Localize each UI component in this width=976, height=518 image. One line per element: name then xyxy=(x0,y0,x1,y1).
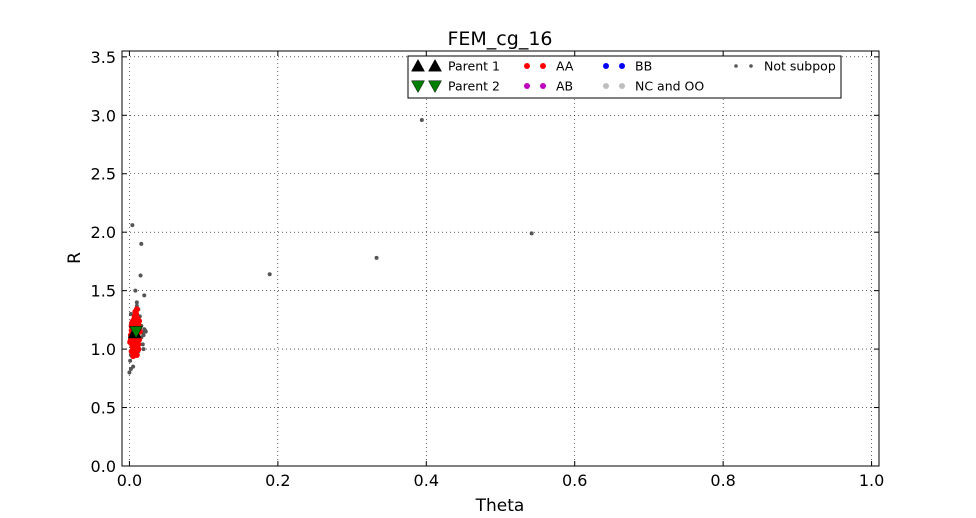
x-tick-label: 0.2 xyxy=(265,471,290,490)
legend-marker xyxy=(524,63,530,69)
legend-marker xyxy=(603,83,609,89)
data-point xyxy=(143,328,148,333)
data-points xyxy=(127,117,534,375)
legend-entry: Parent 1 xyxy=(411,58,500,74)
legend-marker xyxy=(540,83,546,89)
data-point xyxy=(267,272,272,277)
y-axis-label: R xyxy=(65,252,85,264)
y-tick-labels: 0.0 0.5 1.0 1.5 2.0 2.5 3.0 3.5 xyxy=(91,48,116,476)
data-point xyxy=(130,353,137,360)
data-point xyxy=(127,370,132,375)
data-point xyxy=(128,312,133,317)
data-point xyxy=(135,341,142,348)
chart-title: FEM_cg_16 xyxy=(447,28,552,50)
y-tick-label: 1.5 xyxy=(91,282,116,301)
series-parent-2 xyxy=(129,326,144,339)
legend-marker xyxy=(524,83,530,89)
y-tick-label: 1.0 xyxy=(91,340,116,359)
data-point xyxy=(128,366,133,371)
data-point xyxy=(133,306,140,313)
legend-marker xyxy=(619,63,625,69)
data-point xyxy=(133,347,140,354)
legend-entry: AB xyxy=(524,79,573,94)
data-point xyxy=(142,293,147,298)
data-point xyxy=(419,117,424,122)
x-tick-labels: 0.0 0.2 0.4 0.6 0.8 1.0 xyxy=(117,471,885,490)
data-point xyxy=(127,339,134,346)
data-point xyxy=(139,241,144,246)
y-tick-label: 3.5 xyxy=(91,48,116,67)
x-tick-label: 0.0 xyxy=(117,471,142,490)
legend-box xyxy=(407,55,842,99)
legend-marker xyxy=(749,64,753,68)
y-tick-label: 3.0 xyxy=(91,106,116,125)
data-point xyxy=(141,347,146,352)
data-point xyxy=(140,342,145,347)
legend-marker xyxy=(603,63,609,69)
legend-label: AA xyxy=(556,59,574,74)
legend-marker xyxy=(411,58,425,72)
legend-label: NC and OO xyxy=(635,79,704,94)
data-point xyxy=(129,326,144,339)
x-tick-label: 0.4 xyxy=(414,471,439,490)
data-point xyxy=(129,319,136,326)
data-point xyxy=(130,223,135,228)
y-tick-label: 0.5 xyxy=(91,399,116,418)
data-point xyxy=(136,318,143,325)
legend-marker xyxy=(428,58,442,72)
legend-entries: Parent 1 Parent 2 AA AB BB NC and OO Not subpo… xyxy=(411,58,836,94)
plot-border xyxy=(121,50,880,467)
data-point xyxy=(374,255,379,260)
plot-area xyxy=(122,51,879,466)
y-tick-label: 2.0 xyxy=(91,223,116,242)
y-tick-label: 0.0 xyxy=(91,457,116,476)
x-tick-label: 1.0 xyxy=(859,471,884,490)
data-point xyxy=(529,231,534,236)
legend-marker xyxy=(411,80,425,94)
legend-label: BB xyxy=(635,59,652,74)
data-point xyxy=(133,288,138,293)
x-tick-label: 0.6 xyxy=(562,471,587,490)
legend-marker xyxy=(619,83,625,89)
data-point xyxy=(128,358,133,363)
legend-marker xyxy=(734,64,738,68)
legend-label: Parent 2 xyxy=(448,79,500,94)
legend: Parent 1 Parent 2 AA AB BB NC and OO Not subpo… xyxy=(407,55,842,99)
legend-entry: Parent 2 xyxy=(411,79,500,94)
legend-label: Parent 1 xyxy=(448,59,500,74)
legend-entry: NC and OO xyxy=(603,79,704,94)
x-axis-label: Theta xyxy=(475,496,525,516)
data-point xyxy=(138,273,143,278)
legend-entry: AA xyxy=(524,59,574,74)
legend-entry: BB xyxy=(603,59,652,74)
x-tick-label: 0.8 xyxy=(710,471,735,490)
legend-marker xyxy=(428,80,442,94)
data-point xyxy=(134,300,139,305)
legend-label: AB xyxy=(556,79,573,94)
legend-entry: Not subpop xyxy=(734,59,836,74)
legend-marker xyxy=(540,63,546,69)
legend-label: Not subpop xyxy=(764,59,836,74)
y-tick-label: 2.5 xyxy=(91,165,116,184)
